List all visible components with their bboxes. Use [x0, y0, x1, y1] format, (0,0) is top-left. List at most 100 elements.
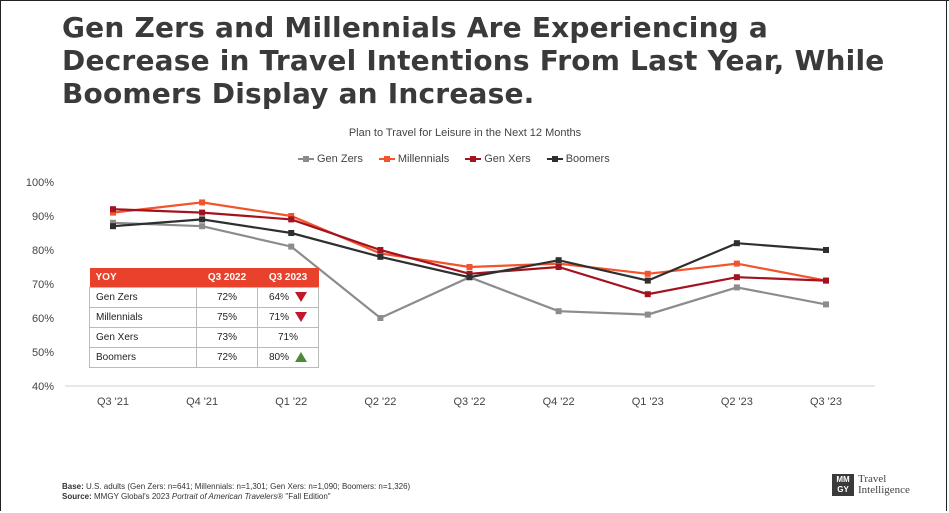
data-point: [199, 199, 206, 206]
q3-2023-cell: 80%: [257, 347, 319, 368]
data-point: [288, 243, 295, 250]
row-label: Gen Zers: [89, 287, 197, 308]
footnote: Base: U.S. adults (Gen Zers: n=641; Mill…: [62, 482, 410, 502]
logo-line2: Intelligence: [858, 484, 910, 496]
x-tick-label: Q3 '22: [453, 396, 485, 408]
table-row: Gen Xers 73% 71%: [89, 327, 319, 348]
slide-title: Gen Zers and Millennials Are Experiencin…: [62, 11, 885, 110]
logo-text: Travel Intelligence: [858, 474, 910, 496]
source-note: Source: MMGY Global's 2023 Portrait of A…: [62, 492, 410, 502]
legend-item-gen-zers: Gen Zers: [298, 153, 363, 165]
q3-2022-value: 73%: [196, 327, 258, 348]
data-point: [555, 264, 562, 270]
legend-item-boomers: Boomers: [546, 153, 610, 165]
data-point: [644, 270, 651, 277]
data-point: [555, 257, 562, 264]
q3-2023-value: 71%: [268, 312, 289, 323]
q3-2022-value: 72%: [196, 347, 258, 368]
q3-2022-value: 75%: [196, 307, 258, 328]
data-point: [199, 216, 206, 223]
data-point: [555, 260, 562, 267]
source-text: MMGY Global's 2023: [91, 492, 172, 501]
data-point: [823, 301, 829, 308]
legend-label: Gen Zers: [317, 153, 363, 165]
y-tick-label: 40%: [32, 381, 54, 393]
legend-swatch: [465, 156, 482, 162]
q3-2023-value: 80%: [268, 352, 289, 363]
q3-2023-cell: 71%: [257, 307, 319, 328]
data-point: [466, 264, 473, 270]
yoy-header: YOY: [89, 268, 197, 288]
legend-item-millennials: Millennials: [378, 153, 450, 165]
x-tick-label: Q1 '22: [275, 396, 307, 408]
data-point: [288, 230, 295, 236]
data-point: [199, 209, 206, 216]
data-point: [466, 274, 473, 281]
chart-legend: Gen Zers Millennials Gen Xers Boomers: [298, 153, 610, 165]
x-tick-label: Q4 '21: [186, 396, 218, 408]
y-tick-label: 50%: [32, 347, 54, 359]
data-point: [377, 247, 384, 253]
data-point: [823, 277, 829, 284]
row-label: Boomers: [89, 347, 197, 368]
row-label: Gen Xers: [89, 327, 197, 348]
yoy-table: YOY Q3 2022 Q3 2023 Gen Zers 72% 64% Mil…: [89, 268, 319, 368]
data-point: [377, 315, 384, 321]
down-arrow-icon: [295, 312, 307, 323]
q3-2023-cell: 71%: [257, 327, 319, 348]
legend-item-gen-xers: Gen Xers: [465, 153, 531, 165]
down-arrow-icon: [295, 292, 307, 303]
legend-label: Millennials: [397, 153, 450, 165]
data-point: [288, 213, 295, 219]
q3-2023-cell: 64%: [257, 287, 319, 308]
x-tick-label: Q3 '23: [810, 396, 842, 408]
yoy-header-row: YOY Q3 2022 Q3 2023: [89, 268, 319, 288]
data-point: [733, 260, 740, 267]
data-point: [110, 206, 116, 213]
logo-line1: Travel: [858, 473, 887, 485]
table-row: Boomers 72% 80%: [89, 347, 319, 368]
y-tick-label: 100%: [26, 177, 54, 189]
base-text: U.S. adults (Gen Zers: n=641; Millennial…: [83, 482, 411, 491]
data-point: [644, 277, 651, 284]
source-tail: ® "Fall Edition": [277, 492, 331, 501]
data-point: [644, 291, 651, 298]
yoy-header: Q3 2022: [196, 268, 258, 288]
mmgy-logo: MM GY Travel Intelligence: [832, 474, 910, 496]
q3-2022-value: 72%: [196, 287, 258, 308]
data-point: [644, 311, 651, 318]
x-tick-label: Q2 '23: [721, 396, 753, 408]
q3-2023-value: 64%: [268, 292, 289, 303]
data-point: [466, 270, 473, 277]
y-tick-label: 70%: [32, 279, 54, 291]
y-tick-label: 90%: [32, 211, 54, 223]
data-point: [733, 240, 740, 247]
source-label: Source:: [62, 492, 92, 501]
table-row: Gen Zers 72% 64%: [89, 287, 319, 308]
legend-label: Boomers: [565, 153, 610, 165]
y-tick-label: 60%: [32, 313, 54, 325]
data-point: [288, 216, 295, 223]
data-point: [377, 253, 384, 260]
legend-label: Gen Xers: [484, 153, 531, 165]
legend-swatch: [298, 156, 314, 162]
data-point: [733, 284, 740, 291]
q3-2023-value: 71%: [277, 332, 298, 343]
logo-mark-top: MM: [836, 475, 850, 484]
logo-mark-bottom: GY: [837, 485, 849, 494]
legend-swatch: [546, 156, 563, 162]
data-point: [823, 247, 829, 253]
y-tick-label: 80%: [32, 245, 54, 257]
base-label: Base:: [62, 482, 84, 491]
x-tick-label: Q1 '23: [632, 396, 664, 408]
data-point: [377, 250, 384, 257]
data-point: [110, 219, 116, 226]
data-point: [199, 223, 206, 230]
logo-mark: MM GY: [832, 474, 854, 496]
data-point: [110, 223, 116, 230]
x-tick-label: Q3 '21: [97, 396, 129, 408]
data-point: [733, 274, 740, 281]
legend-swatch: [378, 156, 395, 162]
yoy-header: Q3 2023: [257, 268, 319, 288]
